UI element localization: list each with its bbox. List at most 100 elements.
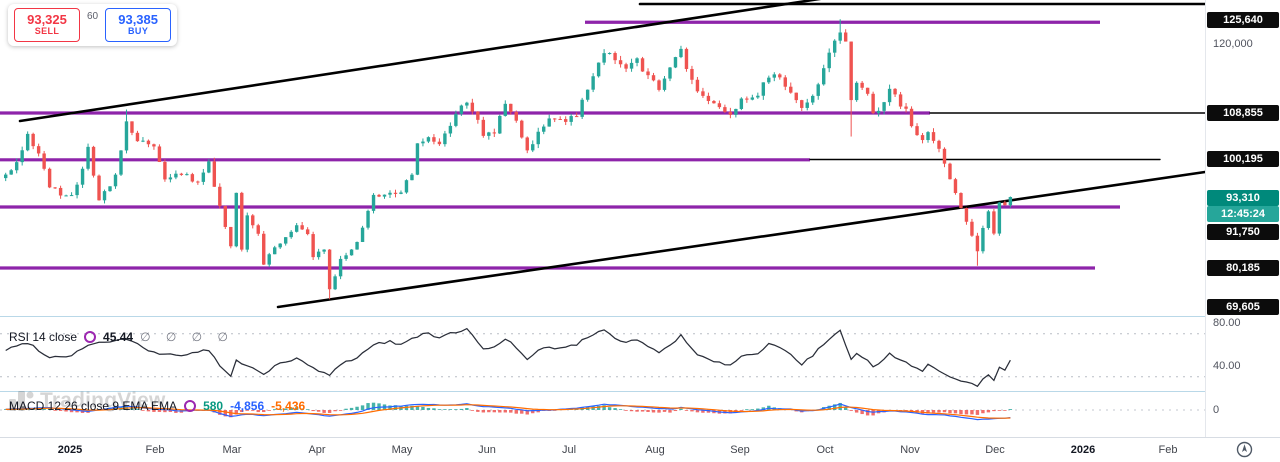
candle-body bbox=[130, 121, 134, 133]
macd-histogram-bar bbox=[366, 403, 370, 410]
candle-body bbox=[772, 74, 776, 78]
macd-histogram-bar bbox=[635, 410, 639, 412]
candle-body bbox=[404, 180, 409, 193]
macd-histogram-bar bbox=[959, 410, 963, 415]
macd-histogram-bar bbox=[975, 410, 980, 415]
price-axis-label: 40.00 bbox=[1213, 360, 1241, 372]
candle-body bbox=[701, 91, 705, 96]
candle-body bbox=[251, 215, 255, 226]
candle-body bbox=[624, 64, 628, 69]
candle-body bbox=[970, 221, 974, 236]
macd-histogram-bar bbox=[42, 408, 46, 410]
candle-body bbox=[684, 48, 689, 69]
candle-body bbox=[915, 126, 919, 136]
macd-legend[interactable]: MACD 12 26 close 9 EMA EMA 580 -4,856 -5… bbox=[9, 399, 305, 413]
candle-body bbox=[706, 95, 711, 102]
candle-body bbox=[245, 215, 249, 250]
macd-histogram-bar bbox=[410, 405, 414, 410]
candle-body bbox=[349, 249, 354, 256]
candle-body bbox=[745, 98, 749, 100]
macd-histogram-bar bbox=[492, 410, 497, 413]
price-level-tag: 100,195 bbox=[1207, 151, 1279, 167]
candle-body bbox=[975, 235, 980, 252]
candle-body bbox=[651, 75, 656, 81]
compass-icon[interactable] bbox=[1236, 441, 1253, 458]
candle-body bbox=[542, 126, 546, 132]
candle-body bbox=[69, 195, 74, 197]
macd-signal-line bbox=[5, 404, 1011, 419]
macd-histogram-bar bbox=[503, 410, 507, 413]
macd-histogram-bar bbox=[942, 410, 947, 413]
time-axis-month-label: Jun bbox=[478, 444, 496, 456]
macd-histogram-bar bbox=[283, 408, 288, 410]
price-axis-label: 0 bbox=[1213, 404, 1220, 416]
macd-histogram-bar bbox=[739, 410, 744, 411]
candle-body bbox=[931, 132, 936, 141]
buy-label: BUY bbox=[128, 26, 149, 37]
macd-histogram-bar bbox=[476, 410, 480, 412]
candle-body bbox=[212, 161, 217, 187]
candle-body bbox=[909, 108, 914, 127]
candle-body bbox=[498, 115, 502, 134]
candle-body bbox=[816, 84, 820, 96]
candle-body bbox=[36, 146, 41, 154]
time-axis-month-label: Oct bbox=[816, 444, 834, 456]
macd-histogram-bar bbox=[174, 410, 178, 413]
candle-body bbox=[124, 121, 129, 151]
macd-histogram-bar bbox=[130, 407, 134, 410]
candle-body bbox=[327, 249, 332, 290]
macd-histogram-bar bbox=[245, 410, 249, 411]
macd-histogram-bar bbox=[761, 407, 766, 410]
candle-body bbox=[399, 192, 403, 194]
candle-body bbox=[256, 225, 260, 234]
candle-body bbox=[25, 133, 30, 151]
candle-body bbox=[163, 161, 167, 180]
candle-body bbox=[432, 137, 436, 142]
macd-histogram-bar bbox=[448, 409, 453, 410]
donut-icon bbox=[184, 400, 197, 412]
macd-histogram-bar bbox=[311, 410, 315, 412]
candle-body bbox=[377, 194, 381, 197]
candle-body bbox=[196, 181, 200, 183]
candle-body bbox=[366, 210, 370, 228]
macd-histogram-bar bbox=[459, 408, 464, 410]
candle-body bbox=[646, 71, 650, 76]
macd-histogram-bar bbox=[278, 409, 282, 410]
macd-histogram-bar bbox=[618, 409, 623, 410]
candle-body bbox=[580, 99, 584, 117]
candle-body bbox=[262, 233, 266, 265]
price-level-tag: 108,855 bbox=[1207, 105, 1279, 121]
candle-body bbox=[800, 100, 804, 108]
buy-price: 93,385 bbox=[118, 12, 158, 28]
current-price-tag: 93,310 bbox=[1207, 190, 1279, 206]
price-level-tag: 69,605 bbox=[1207, 299, 1279, 315]
candle-body bbox=[86, 146, 90, 169]
macd-histogram-bar bbox=[695, 410, 700, 413]
macd-histogram-bar bbox=[624, 410, 628, 411]
macd-histogram-bar bbox=[679, 408, 683, 410]
candle-body bbox=[849, 41, 853, 101]
candle-body bbox=[723, 107, 727, 112]
price-axis[interactable]: 125,640 120,000 108,855 100,195 93,310 12:45:… bbox=[1205, 0, 1280, 437]
macd-histogram-bar bbox=[525, 410, 529, 415]
macd-histogram-bar bbox=[926, 410, 930, 414]
candle-body bbox=[135, 132, 140, 142]
time-axis-month-label: May bbox=[391, 444, 413, 456]
donut-icon bbox=[84, 331, 97, 343]
candle-body bbox=[981, 227, 985, 252]
macd-histogram-bar bbox=[860, 410, 864, 415]
candle-body bbox=[618, 60, 623, 65]
candle-body bbox=[712, 101, 716, 104]
buy-button[interactable]: 93,385 BUY bbox=[105, 8, 172, 42]
candle-body bbox=[574, 116, 579, 118]
macd-histogram-bar bbox=[997, 410, 1002, 411]
time-axis[interactable]: 2025 Feb Mar Apr May Jun Jul Aug Sep Oct Nov Dec 202… bbox=[0, 437, 1280, 462]
candle-body bbox=[553, 118, 557, 120]
sell-button[interactable]: 93,325 SELL bbox=[14, 8, 80, 42]
macd-histogram-bar bbox=[64, 410, 68, 412]
candle-body bbox=[305, 229, 310, 235]
candle-body bbox=[152, 144, 156, 147]
rsi-legend[interactable]: RSI 14 close 45.44 ∅ ∅ ∅ ∅ bbox=[9, 330, 234, 344]
macd-histogram-bar bbox=[267, 410, 271, 411]
